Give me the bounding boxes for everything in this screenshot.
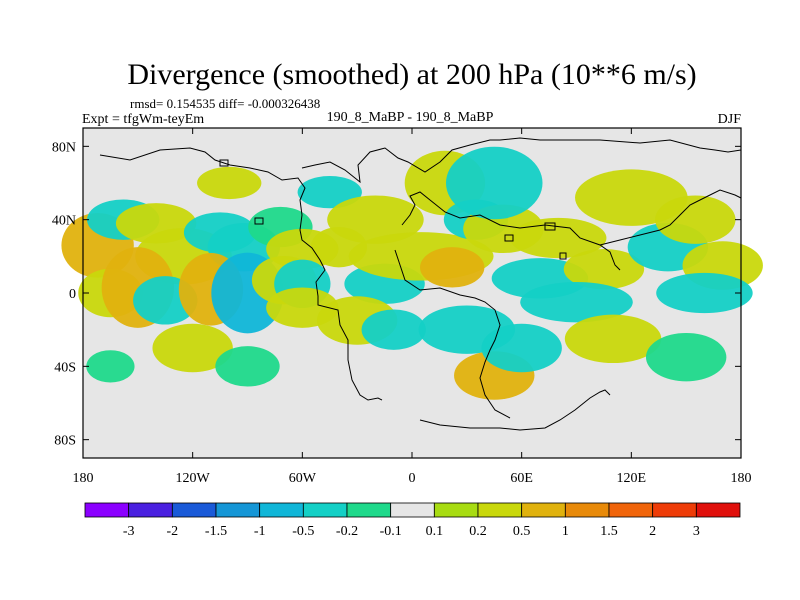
colorbar-label-2: -1.5 [205,524,227,539]
island-3 [544,222,556,231]
colorbar-swatch-12 [608,502,654,518]
field-blob-42 [152,323,233,373]
experiment-label: Expt = tfgWm-teyEm [82,112,204,127]
field-blob-24 [445,146,543,220]
colorbar-label-13: 3 [693,524,700,539]
colorbar-swatch-6 [346,502,392,518]
colorbar-swatch-9 [477,502,523,518]
colorbar-label-0: -3 [123,524,135,539]
season-label: DJF [718,112,742,127]
colorbar-label-12: 2 [649,524,656,539]
coastline-australia [419,389,611,431]
x-tick-label-4: 60E [510,471,533,486]
colorbar-swatch-0 [84,502,130,518]
x-tick-label-2: 60W [289,471,317,486]
coastline-europe-africa-asia [301,137,742,184]
coastline-africa [394,249,511,419]
colorbar-swatch-5 [302,502,348,518]
colorbar-label-4: -0.5 [292,524,314,539]
chart-title: Divergence (smoothed) at 200 hPa (10**6 … [127,58,696,91]
field-blob-40 [564,314,662,364]
island-2 [254,217,264,225]
field-blob-35 [361,309,426,350]
field-blob-38 [481,323,562,373]
field-blob-39 [520,282,633,323]
colorbar-swatch-8 [433,502,479,518]
x-tick-label-3: 0 [409,471,416,486]
comparison-label: 190_8_MaBP - 190_8_MaBP [327,110,494,125]
coastline-outline [99,137,742,431]
y-tick-label-3: 40S [54,360,76,375]
x-tick-label-0: 180 [73,471,94,486]
y-tick-label-0: 80N [52,140,76,155]
coastline-asia-east [599,189,742,246]
colorbar-label-1: -2 [166,524,178,539]
field-blob-32 [656,272,753,314]
colorbar: -3 -2 -1.5 -1 -0.5 -0.2 -0.1 0.1 0.2 0.5 1 1.5 2 3 [84,502,741,539]
colorbar-label-6: -0.1 [380,524,402,539]
y-tick-label-1: 40N [52,214,76,229]
x-tick-label-1: 120W [176,471,211,486]
stats-label: rmsd= 0.154535 diff= -0.000326438 [130,96,320,111]
colorbar-label-9: 0.5 [513,524,531,539]
field-blob-17 [327,195,424,244]
colorbar-label-5: -0.2 [336,524,358,539]
field-blob-27 [563,248,645,290]
divergence-field [61,146,763,400]
colorbar-swatch-11 [564,502,610,518]
field-blob-44 [86,350,135,383]
island-1 [219,159,229,167]
y-tick-label-4: 80S [54,434,76,449]
field-blob-41 [645,332,727,382]
colorbar-swatch-14 [695,502,741,518]
x-tick-label-5: 120E [617,471,647,486]
coastline-eurasia-south [401,191,621,271]
colorbar-swatch-10 [521,502,566,518]
axis-ticks: 180 120W 60W 0 60E 120E 180 80N 40N 0 40S 80S [52,128,752,486]
colorbar-swatch-13 [652,502,697,518]
colorbar-label-3: -1 [254,524,266,539]
colorbar-swatch-7 [390,502,435,518]
colorbar-label-10: 1 [562,524,569,539]
colorbar-label-8: 0.2 [469,524,487,539]
colorbar-swatch-1 [128,502,173,518]
field-blob-25 [509,217,607,259]
island-4 [559,252,567,260]
colorbar-label-7: 0.1 [426,524,444,539]
field-blob-43 [215,346,280,387]
colorbar-label-11: 1.5 [600,524,618,539]
colorbar-swatch-2 [171,502,217,518]
colorbar-swatch-3 [215,502,261,518]
field-blob-16 [297,176,362,209]
y-tick-label-2: 0 [69,287,76,302]
field-blob-30 [655,195,736,244]
x-tick-label-6: 180 [731,471,752,486]
field-blob-20 [420,247,485,288]
colorbar-swatch-4 [259,502,304,518]
island-5 [504,234,514,242]
field-blob-45 [197,166,262,200]
coastline-americas [99,147,383,401]
